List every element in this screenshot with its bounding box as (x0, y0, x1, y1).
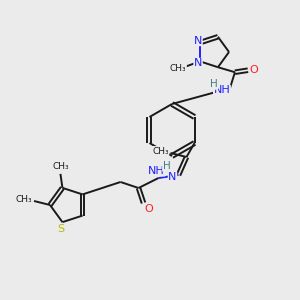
Text: N: N (194, 58, 202, 68)
Text: CH₃: CH₃ (152, 146, 169, 155)
Text: CH₃: CH₃ (170, 64, 186, 73)
Text: CH₃: CH₃ (16, 194, 32, 203)
Text: NH: NH (214, 85, 230, 95)
Text: H: H (210, 79, 218, 89)
Text: O: O (250, 65, 258, 75)
Text: H: H (163, 161, 170, 171)
Text: O: O (144, 204, 153, 214)
Text: S: S (57, 224, 64, 234)
Text: N: N (168, 172, 177, 182)
Text: CH₃: CH₃ (52, 162, 69, 171)
Text: NH: NH (148, 166, 165, 176)
Text: N: N (194, 36, 202, 46)
